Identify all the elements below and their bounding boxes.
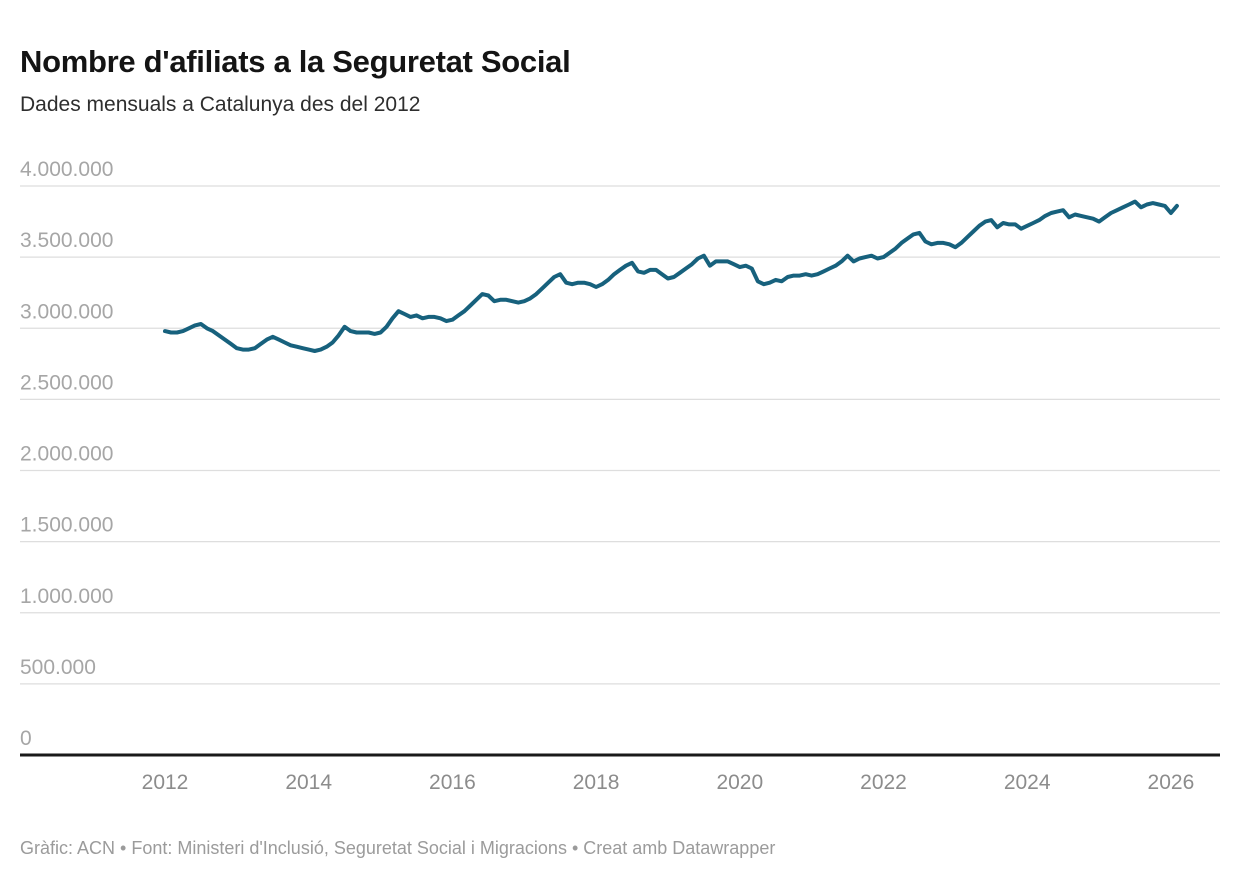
x-tick-label: 2020 — [716, 771, 763, 794]
x-tick-label: 2018 — [573, 771, 620, 794]
y-tick-label: 2.500.000 — [20, 371, 113, 394]
x-tick-label: 2026 — [1148, 771, 1195, 794]
x-tick-label: 2022 — [860, 771, 907, 794]
chart-subtitle: Dades mensuals a Catalunya des del 2012 — [20, 93, 421, 116]
chart-title: Nombre d'afiliats a la Seguretat Social — [20, 43, 571, 79]
y-tick-label: 1.000.000 — [20, 585, 113, 608]
x-tick-label: 2016 — [429, 771, 476, 794]
y-tick-label: 3.500.000 — [20, 229, 113, 252]
y-tick-label: 500.000 — [20, 656, 96, 679]
y-tick-label: 1.500.000 — [20, 514, 113, 537]
x-tick-label: 2014 — [285, 771, 332, 794]
data-line-afiliats — [163, 199, 1179, 353]
y-tick-label: 3.000.000 — [20, 300, 113, 323]
y-tick-label: 2.000.000 — [20, 443, 113, 466]
x-tick-label: 2024 — [1004, 771, 1051, 794]
y-tick-label: 0 — [20, 727, 32, 750]
chart-attribution: Gràfic: ACN • Font: Ministeri d'Inclusió… — [20, 838, 776, 858]
y-tick-label: 4.000.000 — [20, 158, 113, 181]
x-tick-label: 2012 — [142, 771, 189, 794]
